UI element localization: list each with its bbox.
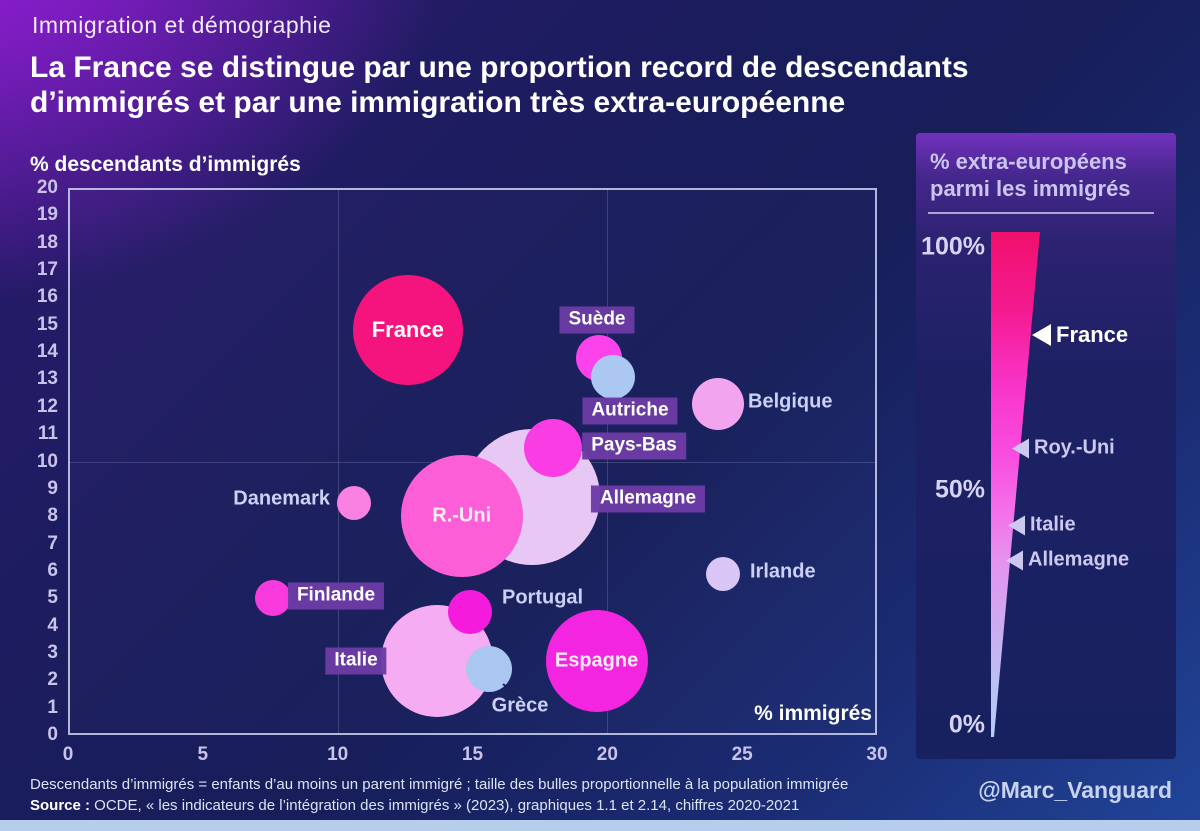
plot-area — [68, 188, 877, 735]
y-tick-label: 6 — [47, 559, 58, 581]
y-tick-label: 16 — [36, 286, 58, 308]
y-tick-label: 19 — [36, 204, 58, 226]
y-tick-label: 5 — [47, 587, 58, 609]
bubble-pays-bas — [524, 418, 583, 477]
legend-marker-italie: Italie — [1008, 514, 1076, 537]
x-tick-label: 15 — [461, 744, 484, 765]
country-label-belgique: Belgique — [748, 390, 833, 413]
y-tick-label: 14 — [36, 341, 58, 363]
footnote: Descendants d’immigrés = enfants d’au mo… — [30, 776, 849, 793]
title-line-2: d’immigrés et par une immigration très e… — [30, 86, 846, 120]
gradient-wedge — [991, 232, 1040, 737]
y-tick-label: 0 — [47, 724, 58, 745]
bubble-portugal — [447, 589, 492, 634]
country-label-suede: Suède — [559, 306, 635, 334]
y-tick-label: 10 — [36, 450, 58, 472]
bubble-danemark — [336, 485, 371, 520]
legend-panel: % extra-européens parmi les immigrés 100%… — [916, 133, 1176, 759]
y-tick-label: 4 — [47, 614, 58, 636]
country-label-r-uni: R.-Uni — [432, 504, 492, 527]
y-tick-label: 13 — [36, 368, 58, 390]
y-tick-label: 8 — [47, 505, 58, 527]
country-label-grece: Grèce — [491, 694, 549, 717]
bubble-autriche — [590, 354, 635, 399]
y-tick-label: 20 — [36, 177, 58, 198]
x-tick-label: 20 — [596, 744, 618, 765]
footer: Descendants d’immigrés = enfants d’au mo… — [30, 774, 848, 816]
author-handle: @Marc_Vanguard — [978, 777, 1172, 803]
bubble-espagne — [545, 610, 648, 713]
country-label-italie: Italie — [325, 647, 387, 675]
country-label-espagne: Espagne — [554, 649, 639, 672]
kicker: Immigration et démographie — [32, 12, 332, 38]
x-tick-label: 25 — [731, 744, 753, 765]
legend-title-line-1: % extra-européens — [930, 149, 1127, 174]
source-line: Source : OCDE, « les indicateurs de l’in… — [30, 795, 848, 816]
legend-title: % extra-européens parmi les immigrés — [930, 149, 1131, 203]
x-axis-title: % immigrés — [754, 702, 872, 725]
legend-marker-label: Roy.-Uni — [1034, 436, 1115, 459]
bubble-irlande — [706, 556, 741, 591]
y-tick-label: 12 — [36, 395, 58, 417]
y-tick-label: 11 — [37, 423, 58, 445]
x-tick-label: 5 — [197, 744, 209, 765]
arrow-left-icon — [1012, 438, 1029, 458]
legend-marker-label: Allemagne — [1028, 548, 1130, 571]
legend-title-line-2: parmi les immigrés — [930, 175, 1131, 201]
country-label-irlande: Irlande — [750, 560, 816, 583]
country-label-finlande: Finlande — [287, 582, 385, 610]
x-tick-label: 0 — [62, 744, 74, 765]
arrow-left-icon — [1006, 550, 1023, 570]
bubble-r-uni — [400, 455, 523, 578]
arrow-left-icon — [1032, 324, 1051, 346]
page-title: La France se distingue par une proportio… — [30, 50, 1140, 120]
country-label-pays-bas: Pays-Bas — [582, 432, 686, 460]
legend-marker-france: France — [1032, 322, 1128, 348]
x-tick-label: 10 — [327, 744, 349, 765]
bubble-finlande — [254, 580, 291, 617]
legend-marker-label: Italie — [1030, 513, 1076, 536]
x-tick-label: 30 — [866, 744, 888, 765]
legend-marker-roy-uni: Roy.-Uni — [1012, 437, 1115, 460]
bubble-grece — [465, 646, 512, 693]
y-tick-label: 1 — [47, 696, 58, 718]
legend-scale-100pct: 100% — [921, 232, 985, 261]
country-label-portugal: Portugal — [502, 586, 584, 609]
legend-scale-50pct: 50% — [934, 475, 985, 504]
country-label-allemagne: Allemagne — [590, 485, 706, 513]
gridline-vertical — [337, 188, 339, 735]
y-tick-label: 17 — [36, 259, 58, 281]
y-tick-label: 7 — [47, 532, 58, 554]
bubble-belgique — [691, 378, 744, 431]
gridline-vertical — [607, 188, 609, 735]
country-label-france: France — [371, 317, 444, 343]
bubble-france — [352, 275, 463, 386]
y-tick-label: 15 — [36, 313, 58, 335]
title-line-1: La France se distingue par une proportio… — [30, 51, 969, 84]
y-tick-label: 9 — [47, 477, 58, 499]
legend-marker-allemagne: Allemagne — [1006, 549, 1129, 572]
legend-scale-0pct: 0% — [948, 710, 985, 739]
source-text: OCDE, « les indicateurs de l’intégration… — [90, 797, 800, 814]
source-label: Source : — [30, 797, 91, 814]
y-axis-title: % descendants d’immigrés — [30, 153, 301, 176]
y-tick-label: 18 — [36, 231, 58, 253]
y-tick-label: 3 — [47, 641, 58, 663]
bottom-strip — [0, 820, 1200, 831]
country-label-autriche: Autriche — [582, 397, 678, 425]
arrow-left-icon — [1008, 515, 1025, 535]
y-tick-label: 2 — [47, 669, 58, 691]
legend-marker-label: France — [1056, 322, 1129, 347]
legend-divider — [928, 212, 1154, 214]
country-label-danemark: Danemark — [233, 487, 330, 510]
